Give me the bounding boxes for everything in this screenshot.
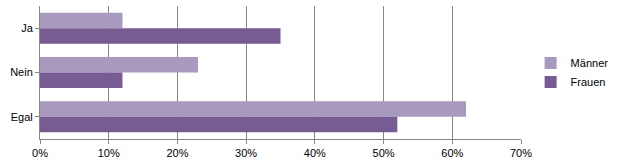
svg-text:50%: 50% [373, 147, 395, 159]
svg-text:Ja: Ja [21, 22, 34, 34]
svg-text:70%: 70% [510, 147, 532, 159]
svg-text:Egal: Egal [11, 111, 33, 123]
svg-text:0%: 0% [32, 147, 48, 159]
svg-text:Frauen: Frauen [571, 76, 606, 88]
svg-text:Nein: Nein [10, 66, 33, 78]
svg-text:40%: 40% [304, 147, 326, 159]
svg-text:30%: 30% [235, 147, 257, 159]
svg-text:60%: 60% [441, 147, 463, 159]
svg-text:Männer: Männer [571, 57, 609, 69]
svg-text:10%: 10% [98, 147, 120, 159]
svg-text:20%: 20% [166, 147, 188, 159]
